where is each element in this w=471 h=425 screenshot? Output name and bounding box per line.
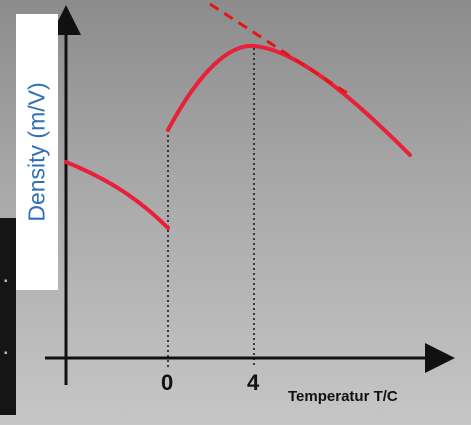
y-axis-label-box [16, 14, 58, 290]
strip-mark-1: ▪ [4, 276, 8, 287]
tangent-dashed-line [209, 2, 351, 97]
curve-liquid-phase [166, 43, 412, 157]
strip-mark-2: ▪ [4, 348, 8, 359]
left-dark-strip: ▪ ▪ [0, 218, 16, 415]
x-tick-zero: 0 [161, 370, 174, 395]
y-axis-label: Density (m/V) [23, 82, 50, 222]
x-axis-label: Temperatur T/C [288, 388, 398, 405]
x-tick-four: 4 [247, 370, 260, 395]
curve-solid-phase [64, 160, 170, 230]
